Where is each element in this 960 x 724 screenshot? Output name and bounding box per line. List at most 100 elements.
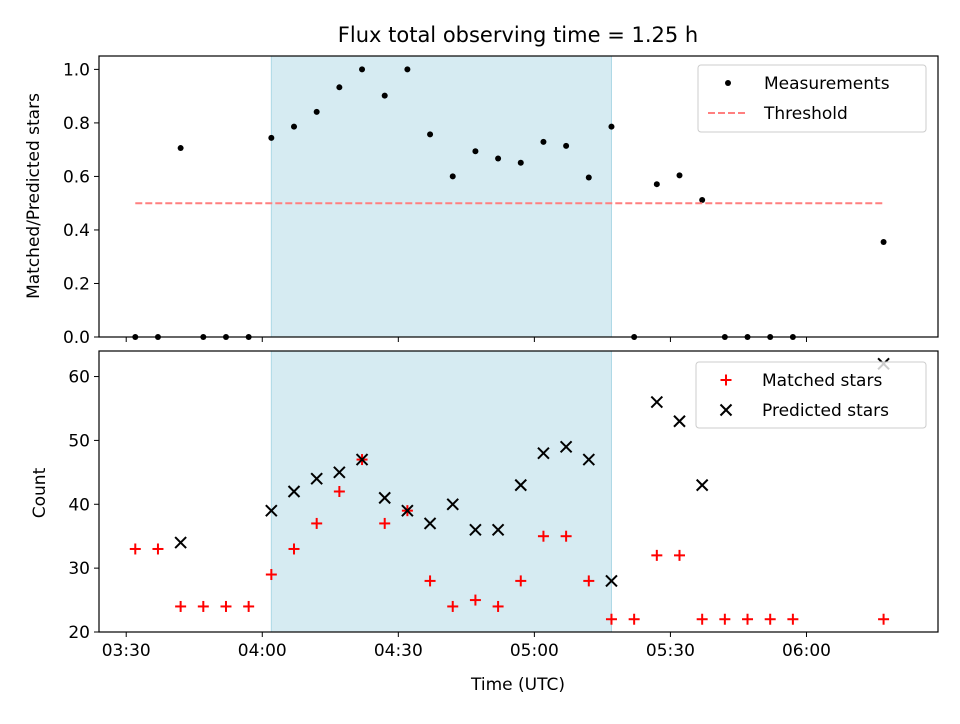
y-tick-label: 50 <box>68 431 90 451</box>
matched-stars-point <box>129 543 141 555</box>
x-tick-label: 05:00 <box>510 641 559 661</box>
matched-stars-point <box>719 613 731 625</box>
measurement-point <box>653 181 660 188</box>
measurement-point <box>313 108 320 115</box>
measurement-point <box>381 92 388 99</box>
x-tick-label: 04:00 <box>238 641 287 661</box>
legend: Matched stars Predicted stars <box>695 361 927 429</box>
legend-item: Matched stars <box>720 371 882 391</box>
matched-stars-point <box>764 613 776 625</box>
legend-item: Threshold <box>708 104 848 124</box>
predicted-stars-point <box>605 574 618 588</box>
measurement-point <box>268 134 275 141</box>
legend-box <box>695 361 927 429</box>
legend-label: Matched stars <box>762 371 882 391</box>
measurement-point <box>177 145 184 152</box>
legend-label: Measurements <box>764 74 890 94</box>
matched-stars-point <box>379 517 391 529</box>
matched-stars-point <box>333 486 345 497</box>
x-tick-label: 03:30 <box>102 641 151 661</box>
matched-stars-point <box>742 613 754 625</box>
predicted-stars-point <box>265 504 278 517</box>
y-tick-label: 0.2 <box>63 274 90 294</box>
measurement-point <box>404 66 411 73</box>
matched-stars-point <box>288 543 300 555</box>
matched-stars-point <box>424 575 436 587</box>
legend-swatch <box>719 403 733 417</box>
matched-stars-point <box>220 600 232 612</box>
matched-stars-point <box>469 594 481 606</box>
predicted-stars-point <box>310 472 323 485</box>
predicted-stars-point <box>673 415 686 428</box>
y-tick-label: 60 <box>68 368 90 388</box>
matched-stars-point <box>878 613 890 625</box>
y-tick-label: 20 <box>68 623 90 643</box>
matched-stars-point <box>537 530 549 542</box>
predicted-stars-point <box>514 478 527 492</box>
top-y-axis-label: Matched/Predicted stars <box>24 93 44 299</box>
legend-label: Predicted stars <box>762 401 889 421</box>
predicted-stars-point <box>423 517 437 530</box>
matched-stars-point <box>492 600 504 612</box>
matched-stars-point <box>197 600 209 612</box>
legend-swatch <box>720 374 732 386</box>
bottom-y-axis-label: Count <box>30 467 50 518</box>
matched-stars-point <box>311 517 323 529</box>
predicted-stars-point <box>174 536 187 549</box>
matched-stars-point <box>515 575 527 587</box>
y-tick-label: 1.0 <box>63 60 90 80</box>
measurement-point <box>563 142 570 149</box>
matched-stars-point <box>152 543 164 555</box>
predicted-stars-point <box>695 478 709 492</box>
matched-stars-point <box>560 530 572 542</box>
y-tick-label: 0.4 <box>63 221 90 241</box>
y-tick-label: 0.0 <box>63 328 90 348</box>
measurement-point <box>880 238 887 245</box>
predicted-stars-point <box>491 523 505 537</box>
legend-swatch <box>725 80 731 86</box>
legend-item: Predicted stars <box>719 401 889 421</box>
matched-stars-point <box>787 613 799 625</box>
matched-stars-point <box>628 613 640 625</box>
predicted-stars-point <box>333 466 346 479</box>
measurement-point <box>495 155 502 162</box>
x-tick-label: 05:30 <box>646 641 695 661</box>
predicted-stars-point <box>650 395 664 409</box>
measurement-point <box>608 123 615 130</box>
x-tick-label: 06:00 <box>782 641 831 661</box>
legend: Measurements Threshold <box>697 64 927 133</box>
measurement-point <box>336 84 343 91</box>
matched-stars-point <box>605 613 617 625</box>
measurement-point <box>540 138 547 145</box>
matched-stars-point <box>447 600 459 612</box>
matched-stars-point <box>583 575 595 587</box>
predicted-stars-point <box>446 498 459 511</box>
shaded-span <box>270 350 612 633</box>
x-tick-label: 04:30 <box>374 641 423 661</box>
y-tick-label: 0.6 <box>63 167 90 187</box>
measurement-point <box>585 174 592 181</box>
shaded-span <box>270 55 612 338</box>
measurement-point <box>699 196 706 203</box>
x-axis-label: Time (UTC) <box>470 675 565 695</box>
matched-stars-point <box>673 549 685 561</box>
measurement-point <box>359 66 366 73</box>
legend-label: Threshold <box>763 104 848 124</box>
matched-stars-point <box>175 600 187 612</box>
y-tick-label: 0.8 <box>63 114 90 134</box>
predicted-stars-point <box>469 523 482 537</box>
predicted-stars-point <box>355 453 369 466</box>
chart-title: Flux total observing time = 1.25 h <box>338 23 698 47</box>
measurement-point <box>291 123 298 130</box>
series-matched-stars <box>129 454 890 625</box>
measurement-point <box>449 173 456 180</box>
matched-stars-point <box>265 569 277 581</box>
measurement-point <box>427 131 434 138</box>
legend-item: Measurements <box>725 74 890 94</box>
predicted-stars-point <box>401 504 414 517</box>
predicted-stars-point <box>378 491 391 505</box>
measurement-point <box>472 148 479 155</box>
matched-stars-point <box>696 613 708 625</box>
